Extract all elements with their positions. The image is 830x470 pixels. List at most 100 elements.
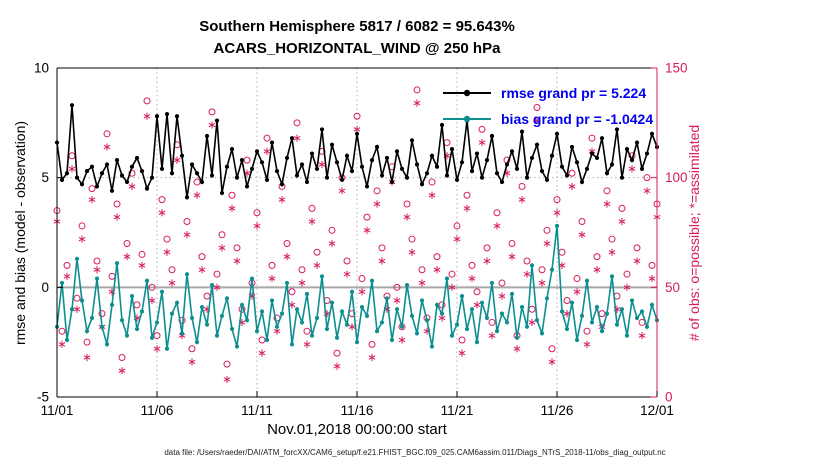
bias-marker	[364, 313, 370, 318]
bias-marker	[474, 340, 480, 345]
obs-assimilated-marker	[508, 253, 516, 261]
bias-marker	[444, 276, 450, 281]
bias-marker	[324, 326, 330, 332]
bias-marker	[264, 337, 270, 343]
bias-marker	[439, 311, 445, 316]
bias-marker	[309, 333, 315, 338]
rmse-marker	[479, 175, 485, 180]
rmse-marker	[374, 144, 380, 150]
rmse-marker	[414, 162, 420, 167]
obs-assimilated-marker	[163, 248, 171, 256]
obs-possible-marker	[633, 244, 641, 252]
rmse-marker	[324, 175, 330, 180]
obs-possible-marker	[488, 318, 496, 326]
bias-marker	[179, 331, 185, 336]
obs-possible-marker	[403, 200, 411, 208]
rmse-marker	[554, 131, 560, 136]
bias-marker	[239, 302, 245, 307]
bias-marker	[429, 344, 435, 349]
rmse-marker	[434, 164, 440, 169]
rmse-marker	[599, 136, 605, 141]
obs-possible-marker	[648, 261, 656, 269]
rmse-marker	[349, 168, 355, 174]
rmse-marker	[289, 136, 295, 141]
obs-possible-marker	[223, 360, 231, 368]
obs-possible-marker	[478, 125, 486, 133]
obs-possible-marker	[578, 218, 586, 226]
rmse-marker	[304, 179, 310, 185]
bias-marker	[209, 283, 215, 288]
legend-marker-sample-rmse	[463, 89, 471, 97]
bias-marker	[304, 291, 310, 297]
bias-marker	[319, 274, 325, 279]
obs-assimilated-marker	[393, 296, 401, 305]
bias-marker	[629, 298, 635, 303]
obs-assimilated-marker	[448, 283, 456, 291]
rmse-marker	[259, 160, 265, 165]
rmse-marker	[379, 173, 385, 178]
rmse-marker	[509, 149, 515, 154]
rmse-marker	[469, 168, 475, 174]
rmse-marker	[649, 131, 655, 136]
rmse-marker	[329, 142, 335, 147]
bias-marker	[539, 331, 545, 336]
rmse-marker	[119, 173, 125, 178]
obs-assimilated-marker	[173, 156, 181, 164]
rmse-marker	[239, 158, 245, 163]
rmse-marker	[309, 151, 315, 156]
obs-assimilated-marker	[188, 358, 196, 366]
bias-marker	[119, 318, 125, 323]
bias-marker	[459, 294, 465, 299]
obs-assimilated-marker	[298, 279, 306, 287]
obs-possible-marker	[93, 257, 101, 265]
obs-possible-marker	[258, 336, 266, 344]
obs-possible-marker	[358, 275, 366, 283]
obs-assimilated-marker	[358, 288, 366, 296]
bias-marker	[134, 326, 140, 332]
rmse-marker	[544, 177, 550, 182]
x-tick-label: 12/01	[640, 403, 674, 418]
bias-marker	[619, 307, 625, 312]
x-tick-label: 11/06	[141, 403, 174, 418]
chart-title: Southern Hemisphere 5817 / 6082 = 95.643…	[199, 18, 515, 35]
bias-marker	[394, 307, 400, 312]
bias-marker	[374, 329, 380, 334]
obs-possible-marker	[343, 257, 351, 265]
obs-possible-marker	[103, 130, 111, 138]
bias-marker	[259, 309, 265, 314]
obs-possible-marker	[108, 272, 116, 280]
bias-marker	[349, 289, 355, 294]
bias-marker	[529, 263, 535, 268]
rmse-marker	[504, 162, 510, 167]
obs-assimilated-marker	[228, 204, 236, 212]
rmse-marker	[619, 175, 625, 180]
obs-possible-marker	[243, 156, 251, 164]
bias-marker	[254, 329, 260, 334]
obs-assimilated-marker	[523, 270, 531, 278]
rmse-marker	[394, 149, 400, 154]
obs-possible-marker	[128, 169, 136, 177]
obs-possible-marker	[158, 196, 166, 204]
obs-possible-marker	[168, 266, 176, 274]
rmse-marker	[94, 184, 100, 189]
rmse-marker	[539, 168, 545, 174]
rmse-marker	[134, 155, 140, 161]
rmse-marker	[589, 151, 595, 156]
rmse-marker	[109, 188, 115, 193]
rmse-marker	[89, 164, 95, 169]
obs-assimilated-marker	[488, 331, 496, 340]
obs-assimilated-marker	[83, 353, 91, 362]
obs-possible-marker	[198, 253, 206, 261]
obs-possible-marker	[393, 283, 401, 291]
obs-possible-marker	[528, 305, 536, 313]
right-tick-label: 50	[665, 280, 680, 295]
x-axis-label: Nov.01,2018 00:00:00 start	[267, 421, 447, 438]
rmse-marker	[159, 166, 165, 171]
rmse-marker	[204, 133, 210, 139]
obs-assimilated-marker	[553, 209, 561, 217]
right-tick-label: 100	[665, 170, 688, 185]
bias-marker	[424, 318, 430, 323]
obs-possible-marker	[253, 209, 261, 217]
obs-assimilated-marker	[158, 209, 166, 217]
obs-possible-marker	[598, 310, 606, 318]
